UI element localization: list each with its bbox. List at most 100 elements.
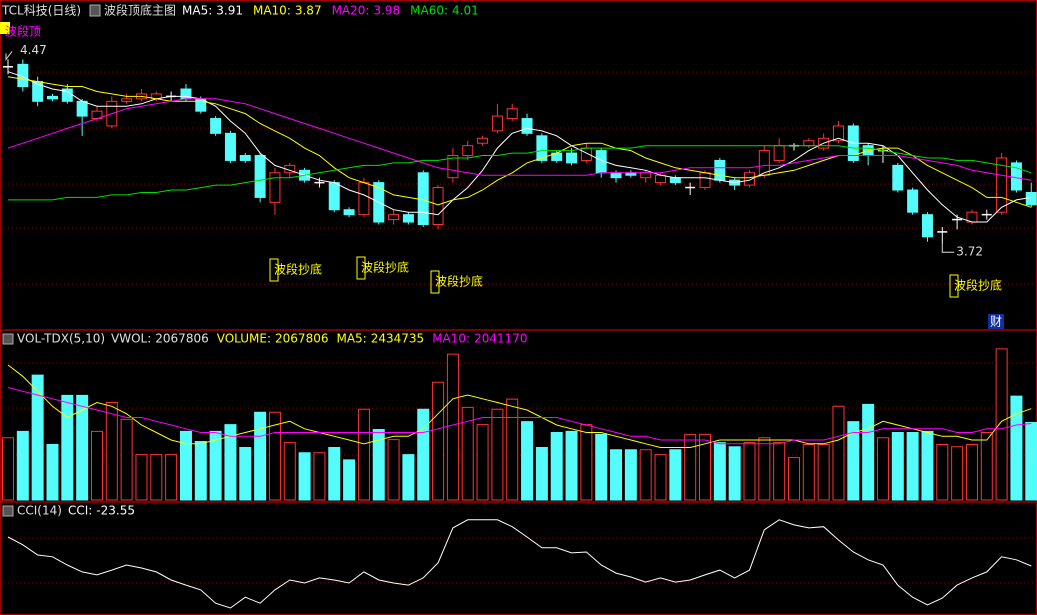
volume-bar: [31, 374, 44, 501]
candle-body: [239, 155, 251, 161]
volume-bar: [654, 454, 667, 501]
signal-label: 波段抄底: [361, 260, 409, 275]
volume-bar: [417, 408, 430, 501]
legend-text: -23.55: [96, 504, 135, 518]
chart-subtitle: 波段顶底主图: [104, 3, 176, 18]
signal-box: [949, 274, 959, 298]
legend-text: 2041170: [474, 332, 527, 346]
signal-label: 波段抄底: [435, 274, 483, 289]
candle-body: [655, 174, 667, 184]
candle-body: [669, 177, 681, 184]
candle-body: [328, 182, 340, 211]
legend-text: MA5:: [182, 4, 212, 18]
legend-text: 3.87: [295, 4, 322, 18]
ma-line: [7, 98, 1032, 181]
extreme-pointer: [941, 244, 955, 253]
volume-bar: [313, 452, 326, 501]
volume-bar: [758, 437, 771, 501]
volume-bar: [298, 452, 311, 501]
volume-bar: [580, 424, 593, 501]
volume-bar: [343, 459, 356, 501]
volume-bar: [283, 442, 296, 501]
volume-bar: [328, 447, 341, 501]
candle-body: [803, 140, 815, 147]
volume-bar: [876, 437, 889, 501]
volume-bar: [76, 394, 89, 501]
candle-body: [343, 209, 355, 216]
candle-body: [921, 214, 933, 238]
candle-body: [210, 118, 222, 134]
volume-bar: [684, 433, 697, 501]
candle-body: [462, 145, 474, 157]
volume-bar: [802, 444, 815, 501]
volume-bar: [521, 421, 534, 501]
volume-bar: [90, 430, 103, 501]
candle-body: [773, 145, 785, 161]
candle-body: [566, 152, 578, 164]
candle-body: [996, 157, 1008, 213]
candle-body: [46, 95, 58, 100]
candle-body: [269, 172, 281, 203]
candle-body: [832, 125, 844, 142]
volume-bar: [624, 449, 637, 501]
max-label: 4.47: [20, 43, 47, 57]
legend-text: CCI:: [68, 504, 92, 518]
candle-body: [417, 172, 429, 226]
volume-bar: [461, 406, 474, 501]
candle-body: [640, 172, 652, 179]
badge-box: [988, 314, 1004, 329]
signal-label: 波段抄底: [954, 278, 1002, 293]
top-label: 波段顶: [5, 24, 41, 39]
icon: [2, 505, 14, 517]
legend-text: MA60:: [410, 4, 448, 18]
candle-body: [447, 155, 459, 179]
volume-bar: [699, 433, 712, 501]
icon: [2, 333, 14, 345]
volume-bar: [402, 454, 415, 501]
legend-text: 4.01: [452, 4, 479, 18]
volume-bar: [105, 402, 118, 501]
legend-text: 2434735: [371, 332, 424, 346]
volume-bar: [535, 447, 548, 501]
legend-text: VOLUME:: [217, 332, 271, 346]
volume-bar: [980, 432, 993, 501]
volume-ma-line: [7, 364, 1032, 448]
volume-bar: [357, 408, 370, 501]
candle-body: [506, 108, 518, 120]
signal-box: [269, 258, 279, 282]
volume-bar: [847, 421, 860, 501]
candle-body: [402, 214, 414, 223]
volume-bar: [743, 442, 756, 501]
legend-text: 2067806: [275, 332, 328, 346]
volume-bar: [817, 444, 830, 501]
volume-bar: [550, 432, 563, 501]
icon: [89, 4, 101, 17]
volume-bar: [995, 348, 1008, 501]
volume-bar: [906, 432, 919, 501]
min-label: 3.72: [956, 245, 983, 259]
volume-bar: [787, 457, 800, 501]
candle-body: [892, 164, 904, 191]
volume-bar: [1010, 395, 1023, 501]
candle-body: [610, 172, 622, 179]
candle-body: [224, 132, 236, 161]
candle-body: [76, 100, 88, 117]
volume-bar: [120, 418, 133, 501]
volume-bar: [61, 394, 74, 501]
legend-text: MA10:: [432, 332, 470, 346]
volume-bar: [965, 444, 978, 501]
volume-bar: [595, 433, 608, 501]
badge: 财: [990, 315, 1002, 329]
ma-line: [7, 71, 1032, 223]
volume-bar: [268, 411, 281, 501]
volume-bar: [150, 454, 163, 501]
volume-bar: [936, 444, 949, 501]
volume-bar: [16, 430, 29, 501]
candle-body: [477, 137, 489, 144]
volume-bar: [165, 454, 178, 501]
candle-body: [521, 118, 533, 134]
volume-bar: [639, 449, 652, 501]
ma-line: [8, 145, 1032, 201]
volume-bar: [951, 446, 964, 501]
